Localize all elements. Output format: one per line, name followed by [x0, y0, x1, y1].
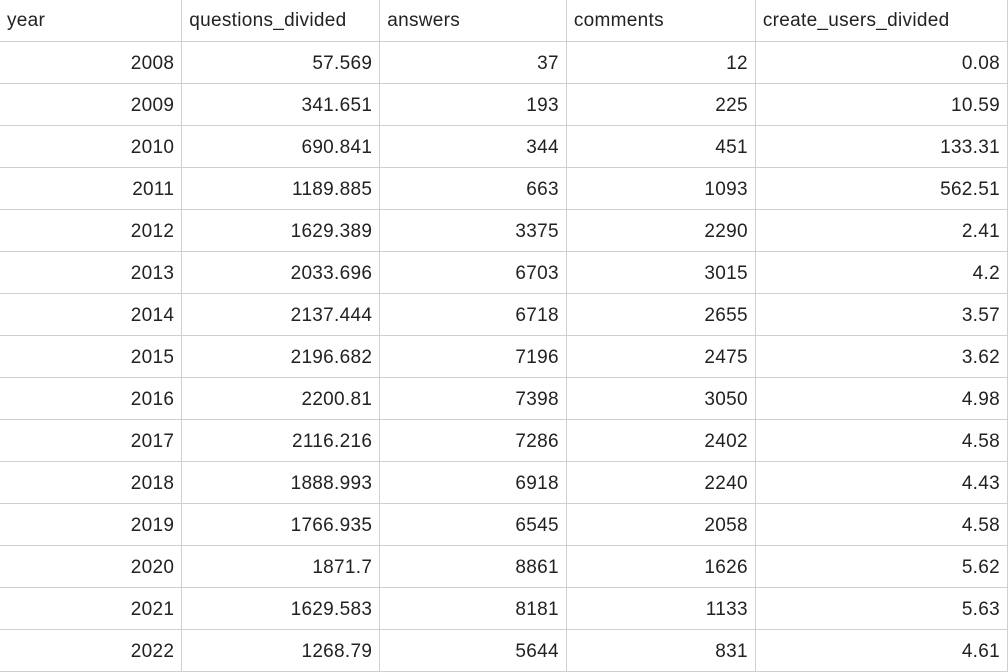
header-cell-create-users-divided[interactable]: create_users_divided: [755, 0, 1008, 42]
table-row: 2013 2033.696 6703 3015 4.2: [0, 251, 1008, 294]
cell-answers[interactable]: 5644: [379, 629, 567, 672]
cell-create-users-divided[interactable]: 4.98: [755, 377, 1008, 420]
cell-questions-divided[interactable]: 2116.216: [181, 419, 381, 462]
cell-year[interactable]: 2008: [0, 41, 183, 84]
cell-create-users-divided[interactable]: 133.31: [755, 125, 1008, 168]
cell-answers[interactable]: 6545: [379, 503, 567, 546]
table-row: 2022 1268.79 5644 831 4.61: [0, 629, 1008, 672]
cell-create-users-divided[interactable]: 3.57: [755, 293, 1008, 336]
cell-create-users-divided[interactable]: 4.61: [755, 629, 1008, 672]
cell-create-users-divided[interactable]: 4.2: [755, 251, 1008, 294]
cell-create-users-divided[interactable]: 4.58: [755, 419, 1008, 462]
cell-year[interactable]: 2016: [0, 377, 183, 420]
cell-comments[interactable]: 3050: [566, 377, 756, 420]
cell-answers[interactable]: 193: [379, 83, 567, 126]
cell-comments[interactable]: 2058: [566, 503, 756, 546]
table-row: 2018 1888.993 6918 2240 4.43: [0, 461, 1008, 504]
header-cell-questions-divided[interactable]: questions_divided: [181, 0, 381, 42]
cell-comments[interactable]: 2475: [566, 335, 756, 378]
header-cell-comments[interactable]: comments: [566, 0, 756, 42]
cell-create-users-divided[interactable]: 3.62: [755, 335, 1008, 378]
table-row: 2011 1189.885 663 1093 562.51: [0, 167, 1008, 210]
cell-year[interactable]: 2020: [0, 545, 183, 588]
cell-questions-divided[interactable]: 1189.885: [181, 167, 381, 210]
cell-answers[interactable]: 37: [379, 41, 567, 84]
cell-questions-divided[interactable]: 341.651: [181, 83, 381, 126]
cell-questions-divided[interactable]: 2137.444: [181, 293, 381, 336]
table-row: 2015 2196.682 7196 2475 3.62: [0, 335, 1008, 378]
cell-create-users-divided[interactable]: 2.41: [755, 209, 1008, 252]
table-row: 2017 2116.216 7286 2402 4.58: [0, 419, 1008, 462]
cell-questions-divided[interactable]: 1766.935: [181, 503, 381, 546]
header-cell-year[interactable]: year: [0, 0, 183, 42]
cell-comments[interactable]: 451: [566, 125, 756, 168]
cell-year[interactable]: 2012: [0, 209, 183, 252]
cell-year[interactable]: 2015: [0, 335, 183, 378]
cell-year[interactable]: 2009: [0, 83, 183, 126]
cell-answers[interactable]: 8861: [379, 545, 567, 588]
cell-questions-divided[interactable]: 57.569: [181, 41, 381, 84]
cell-questions-divided[interactable]: 1888.993: [181, 461, 381, 504]
cell-year[interactable]: 2010: [0, 125, 183, 168]
table-row: 2009 341.651 193 225 10.59: [0, 83, 1008, 126]
cell-comments[interactable]: 2240: [566, 461, 756, 504]
table-row: 2014 2137.444 6718 2655 3.57: [0, 293, 1008, 336]
cell-create-users-divided[interactable]: 562.51: [755, 167, 1008, 210]
table-row: 2021 1629.583 8181 1133 5.63: [0, 587, 1008, 630]
cell-questions-divided[interactable]: 2196.682: [181, 335, 381, 378]
cell-comments[interactable]: 2290: [566, 209, 756, 252]
cell-questions-divided[interactable]: 2200.81: [181, 377, 381, 420]
cell-create-users-divided[interactable]: 4.43: [755, 461, 1008, 504]
cell-questions-divided[interactable]: 1268.79: [181, 629, 381, 672]
table-row: 2010 690.841 344 451 133.31: [0, 125, 1008, 168]
cell-create-users-divided[interactable]: 5.63: [755, 587, 1008, 630]
cell-answers[interactable]: 7398: [379, 377, 567, 420]
cell-comments[interactable]: 2655: [566, 293, 756, 336]
cell-comments[interactable]: 1626: [566, 545, 756, 588]
cell-year[interactable]: 2017: [0, 419, 183, 462]
table-row: 2016 2200.81 7398 3050 4.98: [0, 377, 1008, 420]
cell-year[interactable]: 2011: [0, 167, 183, 210]
cell-year[interactable]: 2013: [0, 251, 183, 294]
cell-questions-divided[interactable]: 1629.583: [181, 587, 381, 630]
cell-year[interactable]: 2019: [0, 503, 183, 546]
cell-answers[interactable]: 7196: [379, 335, 567, 378]
cell-comments[interactable]: 2402: [566, 419, 756, 462]
cell-comments[interactable]: 3015: [566, 251, 756, 294]
cell-comments[interactable]: 12: [566, 41, 756, 84]
cell-create-users-divided[interactable]: 0.08: [755, 41, 1008, 84]
header-row: year questions_divided answers comments crea…: [0, 0, 1008, 42]
cell-year[interactable]: 2021: [0, 587, 183, 630]
cell-create-users-divided[interactable]: 4.58: [755, 503, 1008, 546]
table-row: 2008 57.569 37 12 0.08: [0, 41, 1008, 84]
table-row: 2012 1629.389 3375 2290 2.41: [0, 209, 1008, 252]
cell-answers[interactable]: 344: [379, 125, 567, 168]
cell-comments[interactable]: 1093: [566, 167, 756, 210]
cell-comments[interactable]: 1133: [566, 587, 756, 630]
cell-answers[interactable]: 663: [379, 167, 567, 210]
cell-answers[interactable]: 6703: [379, 251, 567, 294]
cell-create-users-divided[interactable]: 10.59: [755, 83, 1008, 126]
cell-comments[interactable]: 225: [566, 83, 756, 126]
cell-year[interactable]: 2014: [0, 293, 183, 336]
cell-answers[interactable]: 7286: [379, 419, 567, 462]
cell-year[interactable]: 2018: [0, 461, 183, 504]
header-cell-answers[interactable]: answers: [379, 0, 567, 42]
cell-comments[interactable]: 831: [566, 629, 756, 672]
table-row: 2019 1766.935 6545 2058 4.58: [0, 503, 1008, 546]
cell-questions-divided[interactable]: 1629.389: [181, 209, 381, 252]
cell-answers[interactable]: 8181: [379, 587, 567, 630]
cell-questions-divided[interactable]: 1871.7: [181, 545, 381, 588]
cell-year[interactable]: 2022: [0, 629, 183, 672]
cell-answers[interactable]: 6918: [379, 461, 567, 504]
cell-questions-divided[interactable]: 690.841: [181, 125, 381, 168]
cell-answers[interactable]: 3375: [379, 209, 567, 252]
cell-answers[interactable]: 6718: [379, 293, 567, 336]
table-row: 2020 1871.7 8861 1626 5.62: [0, 545, 1008, 588]
cell-questions-divided[interactable]: 2033.696: [181, 251, 381, 294]
cell-create-users-divided[interactable]: 5.62: [755, 545, 1008, 588]
